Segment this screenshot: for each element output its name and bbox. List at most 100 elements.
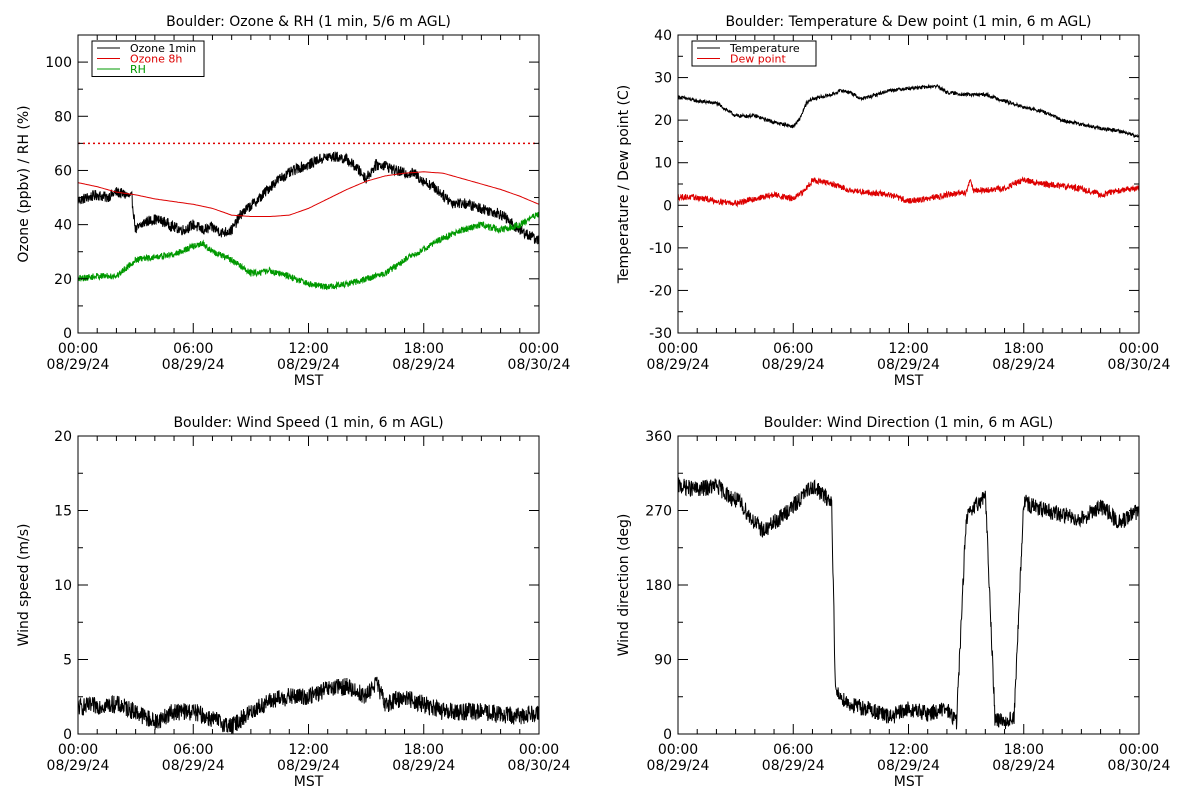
x-tick-date: 08/30/24 — [1108, 758, 1171, 774]
legend-label: Ozone 8h — [130, 53, 182, 66]
series-group — [678, 477, 1139, 730]
y-tick-label: 30 — [654, 71, 672, 87]
x-tick-time: 18:00 — [1004, 742, 1044, 758]
y-tick-label: 15 — [54, 504, 72, 520]
y-tick-label: 40 — [54, 218, 72, 234]
y-tick-label: 0 — [663, 198, 672, 214]
x-tick-date: 08/29/24 — [162, 357, 225, 373]
x-axis-label: MST — [894, 373, 924, 389]
plot-frame — [677, 34, 1140, 334]
y-tick-label: 10 — [654, 156, 672, 172]
plot-frame — [77, 435, 540, 735]
legend-label: RH — [130, 63, 146, 76]
series-line-temperature — [678, 83, 1139, 139]
y-tick-label: 60 — [54, 163, 72, 179]
series-group — [678, 83, 1139, 208]
y-tick-label: 10 — [54, 578, 72, 594]
x-tick-date: 08/29/24 — [647, 357, 710, 373]
y-tick-label: 40 — [654, 28, 672, 44]
y-tick-label: 90 — [654, 653, 672, 669]
x-tick-time: 00:00 — [658, 341, 698, 357]
x-tick-time: 06:00 — [773, 341, 813, 357]
y-axis-label: Temperature / Dew point (C) — [616, 85, 632, 284]
x-tick-time: 00:00 — [519, 742, 559, 758]
x-tick-time: 06:00 — [773, 742, 813, 758]
series-line-rh — [78, 210, 539, 291]
x-tick-time: 12:00 — [888, 341, 928, 357]
x-axis-label: MST — [294, 373, 324, 389]
y-tick-label: 5 — [63, 653, 72, 669]
y-tick-label: 20 — [654, 113, 672, 129]
y-axis-label: Ozone (ppbv) / RH (%) — [16, 105, 32, 262]
x-tick-time: 12:00 — [288, 742, 328, 758]
chart-panel-4: Boulder: Wind Direction (1 min, 6 m AGL)… — [616, 415, 1171, 790]
y-tick-label: -10 — [649, 241, 672, 257]
x-tick-date: 08/29/24 — [762, 758, 825, 774]
x-tick-time: 00:00 — [1119, 742, 1159, 758]
x-tick-date: 08/29/24 — [277, 758, 340, 774]
series-line-0 — [78, 676, 539, 734]
x-tick-time: 00:00 — [58, 341, 98, 357]
series-line-ozone-1min — [78, 151, 539, 245]
x-tick-time: 00:00 — [519, 341, 559, 357]
x-tick-date: 08/29/24 — [392, 357, 455, 373]
x-tick-date: 08/29/24 — [647, 758, 710, 774]
x-tick-date: 08/30/24 — [1108, 357, 1171, 373]
plot-frame — [677, 435, 1140, 735]
x-tick-date: 08/29/24 — [277, 357, 340, 373]
legend-label: Dew point — [730, 53, 786, 66]
x-tick-date: 08/29/24 — [762, 357, 825, 373]
y-tick-label: 180 — [645, 578, 672, 594]
x-tick-time: 00:00 — [1119, 341, 1159, 357]
x-tick-time: 12:00 — [288, 341, 328, 357]
series-group — [78, 676, 539, 734]
x-tick-time: 18:00 — [1004, 341, 1044, 357]
chart-title: Boulder: Ozone & RH (1 min, 5/6 m AGL) — [166, 14, 451, 30]
x-axis-label: MST — [294, 774, 324, 790]
x-tick-date: 08/29/24 — [992, 357, 1055, 373]
y-tick-label: 0 — [63, 727, 72, 743]
y-tick-label: 100 — [45, 55, 72, 71]
series-line-0 — [678, 477, 1139, 730]
chart-title: Boulder: Temperature & Dew point (1 min,… — [725, 14, 1091, 30]
x-tick-date: 08/29/24 — [392, 758, 455, 774]
x-tick-time: 18:00 — [404, 341, 444, 357]
x-tick-date: 08/29/24 — [47, 758, 110, 774]
x-tick-date: 08/30/24 — [508, 357, 571, 373]
x-tick-date: 08/29/24 — [162, 758, 225, 774]
y-tick-label: 0 — [63, 326, 72, 342]
y-tick-label: 20 — [54, 429, 72, 445]
x-tick-time: 00:00 — [658, 742, 698, 758]
series-line-ozone-8h — [78, 171, 539, 217]
chart-title: Boulder: Wind Speed (1 min, 6 m AGL) — [173, 415, 443, 431]
y-tick-label: 0 — [663, 727, 672, 743]
series-group — [78, 142, 539, 291]
x-tick-date: 08/29/24 — [877, 758, 940, 774]
x-axis-label: MST — [894, 774, 924, 790]
y-tick-label: 80 — [54, 109, 72, 125]
x-tick-time: 18:00 — [404, 742, 444, 758]
x-tick-time: 00:00 — [58, 742, 98, 758]
series-line-dew-point — [678, 176, 1139, 208]
y-tick-label: -20 — [649, 283, 672, 299]
x-tick-time: 06:00 — [173, 742, 213, 758]
plot-frame — [77, 34, 540, 334]
chart-panel-2: Boulder: Temperature & Dew point (1 min,… — [616, 14, 1171, 389]
y-tick-label: 20 — [54, 272, 72, 288]
x-tick-date: 08/29/24 — [992, 758, 1055, 774]
legend-label: Ozone 1min — [130, 42, 196, 55]
y-axis-label: Wind speed (m/s) — [16, 524, 32, 647]
x-tick-date: 08/29/24 — [47, 357, 110, 373]
x-tick-date: 08/30/24 — [508, 758, 571, 774]
y-axis-label: Wind direction (deg) — [616, 514, 632, 657]
y-tick-label: 360 — [645, 429, 672, 445]
x-tick-time: 06:00 — [173, 341, 213, 357]
chart-title: Boulder: Wind Direction (1 min, 6 m AGL) — [764, 415, 1053, 431]
chart-panel-1: Boulder: Ozone & RH (1 min, 5/6 m AGL) 0 2… — [16, 14, 571, 389]
legend-label: Temperature — [729, 42, 800, 55]
x-tick-date: 08/29/24 — [877, 357, 940, 373]
y-tick-label: -30 — [649, 326, 672, 342]
